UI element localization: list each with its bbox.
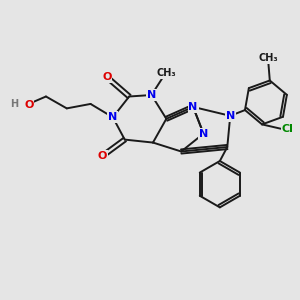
Text: CH₃: CH₃ [259,53,278,64]
Text: CH₃: CH₃ [157,68,176,78]
Text: N: N [108,112,118,122]
Text: N: N [188,102,198,112]
Text: O: O [98,151,107,161]
Text: N: N [147,90,156,100]
Text: O: O [24,100,33,110]
Text: H: H [10,99,18,109]
Text: N: N [226,111,235,121]
Text: N: N [199,129,208,139]
Text: Cl: Cl [282,124,294,134]
Text: O: O [102,72,112,82]
